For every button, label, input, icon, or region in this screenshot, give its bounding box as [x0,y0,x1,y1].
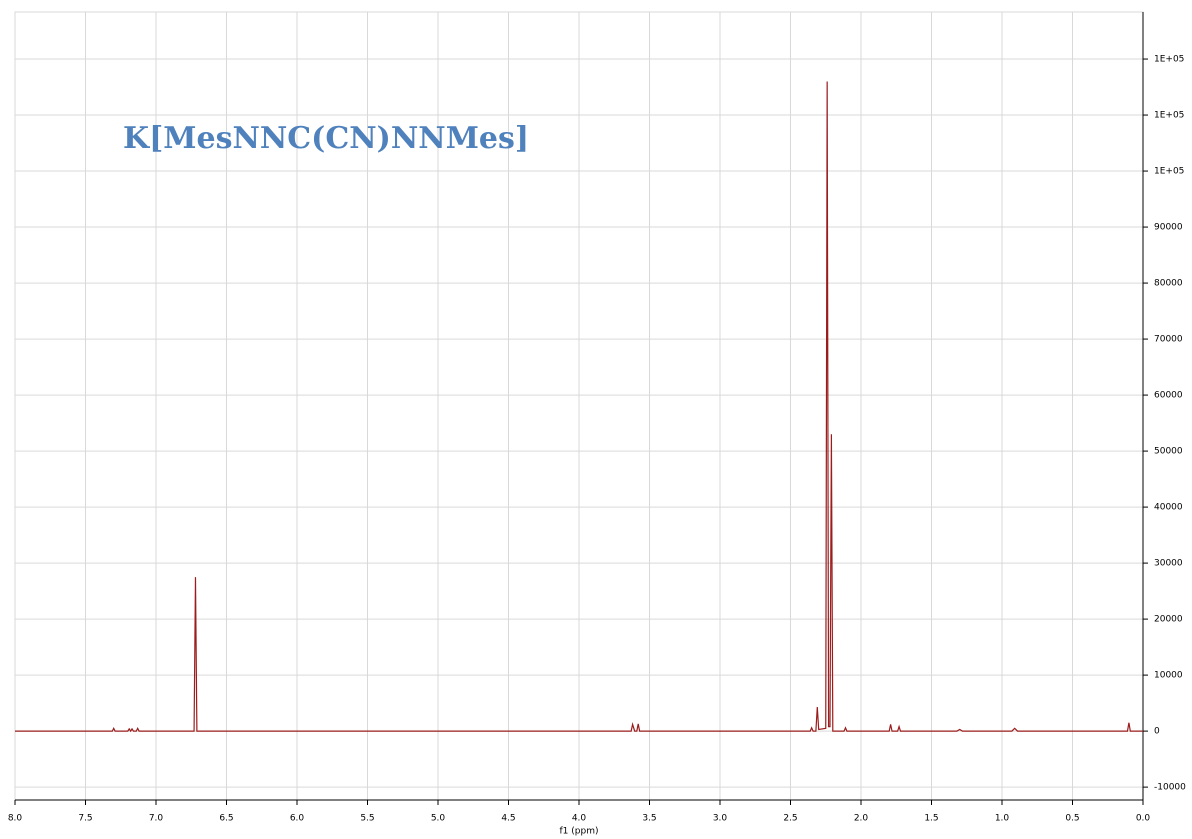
x-tick-label: 7.0 [149,814,164,824]
x-tick-label: 4.0 [572,814,587,824]
y-tick-label: 80000 [1154,279,1183,289]
x-tick-label: 8.0 [8,814,23,824]
x-tick-label: 2.0 [854,814,869,824]
y-tick-label: 1E+05 [1154,167,1184,177]
y-tick-label: -10000 [1154,783,1186,793]
annotation: K[MesNNC(CN)NNMes] [123,121,529,156]
y-tick-label: 1E+05 [1154,55,1184,65]
y-tick-label: 90000 [1154,223,1183,233]
x-tick-label: 3.0 [713,814,728,824]
y-tick-label: 30000 [1154,559,1183,569]
y-tick-label: 1E+05 [1154,111,1184,121]
x-tick-label: 4.5 [501,814,515,824]
x-tick-label: 0.0 [1136,814,1151,824]
x-tick-label: 1.5 [924,814,938,824]
y-tick-label: 20000 [1154,615,1183,625]
x-tick-label: 6.5 [219,814,233,824]
x-tick-label: 7.5 [78,814,92,824]
x-tick-label: 6.0 [290,814,305,824]
x-tick-label: 3.5 [642,814,656,824]
y-tick-label: 50000 [1154,447,1183,457]
y-tick-label: 70000 [1154,335,1183,345]
x-tick-label: 2.5 [783,814,797,824]
y-tick-label: 60000 [1154,391,1183,401]
spectrum-line [15,81,1143,733]
x-axis-label: f1 (ppm) [560,827,599,837]
y-tick-label: 40000 [1154,503,1183,513]
grid [14,11,1144,801]
x-tick-label: 5.5 [360,814,374,824]
y-tick-label: 0 [1154,727,1160,737]
x-tick-label: 1.0 [995,814,1010,824]
x-tick-label: 0.5 [1065,814,1079,824]
x-tick-label: 5.0 [431,814,446,824]
y-tick-label: 10000 [1154,671,1183,681]
